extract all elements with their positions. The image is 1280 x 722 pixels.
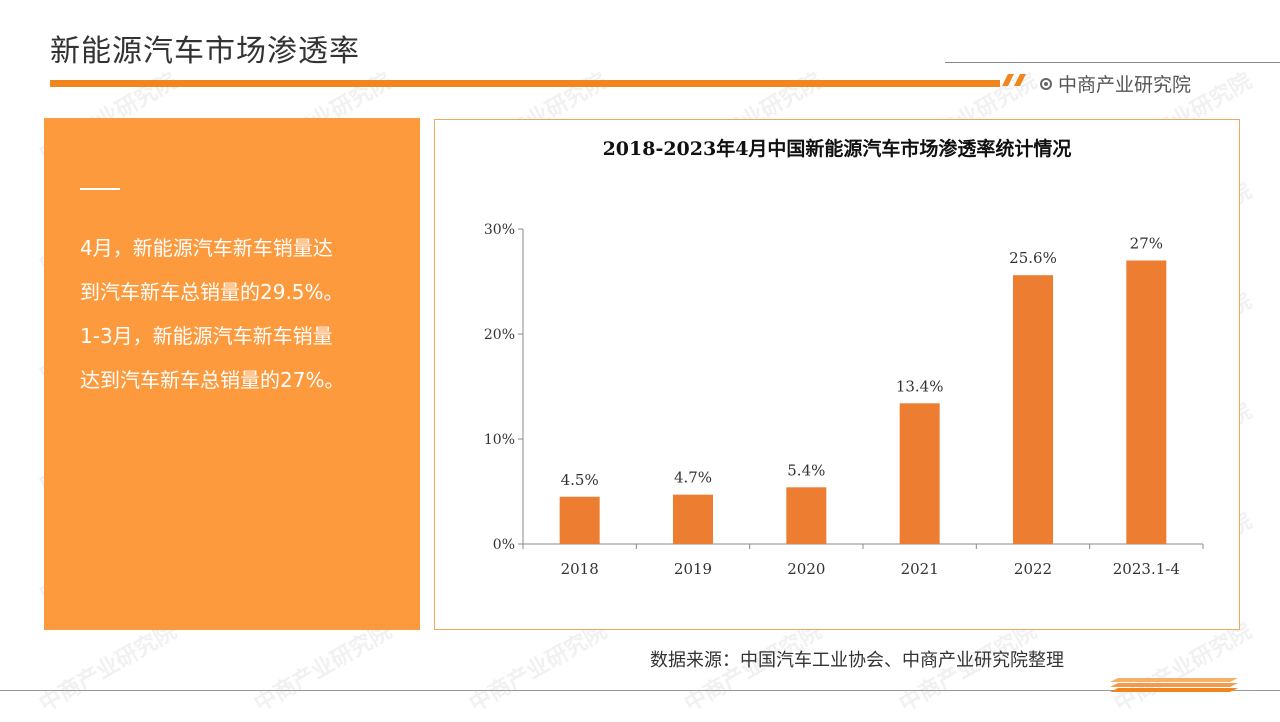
panel-divider: [80, 188, 120, 190]
y-tick-label: 20%: [484, 327, 515, 343]
bar-chart: 0% 10% 20% 30% 4.5% 2018 4.7% 2019 5.4% 2020 13.4%…: [484, 222, 1204, 578]
y-tick-label: 30%: [484, 222, 515, 238]
y-tick-label: 0%: [493, 537, 515, 553]
summary-line: 4月，新能源汽车新车销量达: [80, 236, 333, 260]
header-accent-bar: [50, 80, 1000, 87]
slash-decoration-icon: [1002, 74, 1026, 86]
bar: [786, 487, 827, 544]
bar-value-label: 5.4%: [787, 461, 825, 479]
x-tick-label: 2022: [1014, 560, 1052, 578]
x-tick-label: 2019: [674, 560, 712, 578]
bar-value-label: 13.4%: [896, 377, 944, 395]
bar-value-label: 4.5%: [561, 471, 599, 489]
header-thin-divider: [945, 62, 1280, 63]
brand-circle-icon: [1040, 77, 1052, 90]
chart-title: 2018-2023年4月中国新能源汽车市场渗透率统计情况: [602, 138, 1072, 160]
x-tick-label: 2018: [561, 560, 599, 578]
bar: [1126, 260, 1167, 544]
bar: [1013, 275, 1053, 544]
x-tick-label: 2023.1-4: [1113, 560, 1180, 578]
bar: [559, 496, 600, 544]
bar: [899, 403, 940, 544]
data-source-note: 数据来源：中国汽车工业协会、中商产业研究院整理: [650, 650, 1064, 671]
bar-value-label: 4.7%: [674, 469, 712, 487]
chart-container: 2018-2023年4月中国新能源汽车市场渗透率统计情况 0% 10% 20% 30%…: [434, 119, 1240, 630]
bar-value-label: 27%: [1130, 235, 1163, 253]
brand-logo: 中商产业研究院: [1040, 70, 1191, 97]
bar: [673, 494, 713, 544]
x-tick-label: 2021: [901, 560, 939, 578]
brand-name: 中商产业研究院: [1058, 74, 1192, 96]
summary-line: 达到汽车新车总销量的27%。: [80, 368, 345, 392]
summary-line: 到汽车新车总销量的29.5%。: [80, 280, 344, 304]
footer-divider: [0, 690, 1280, 691]
page-title: 新能源汽车市场渗透率: [50, 34, 360, 69]
summary-text: 4月，新能源汽车新车销量达 到汽车新车总销量的29.5%。 1-3月，新能源汽车…: [80, 226, 400, 402]
footer-stripe-decoration-icon: [1110, 678, 1238, 692]
summary-line: 1-3月，新能源汽车新车销量: [80, 324, 333, 348]
x-tick-label: 2020: [787, 560, 825, 578]
summary-panel: 4月，新能源汽车新车销量达 到汽车新车总销量的29.5%。 1-3月，新能源汽车…: [44, 118, 420, 630]
bar-value-label: 25.6%: [1009, 249, 1057, 267]
y-tick-label: 10%: [484, 432, 515, 448]
